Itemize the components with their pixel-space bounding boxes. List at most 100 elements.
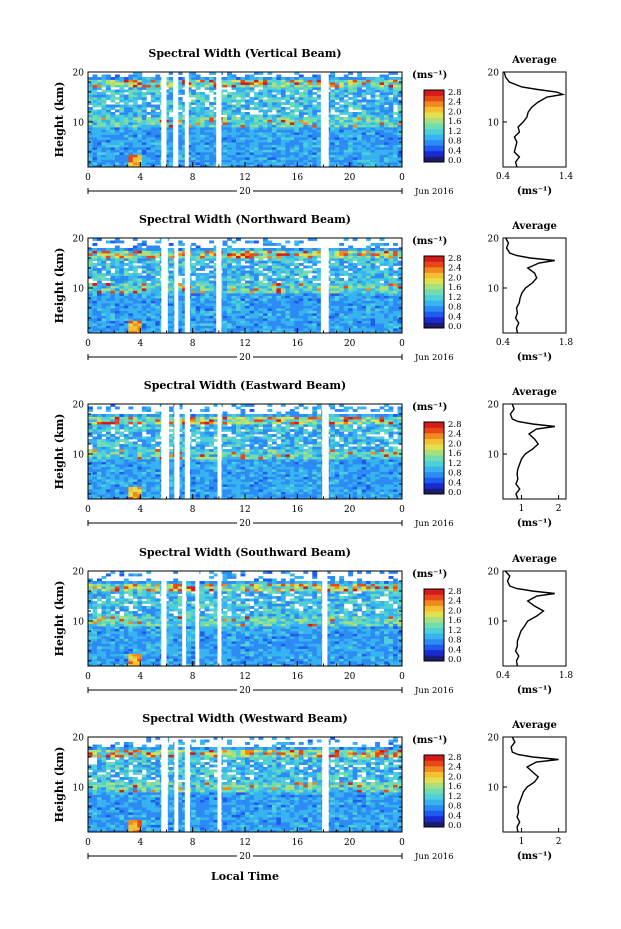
date-label-bg: [237, 851, 253, 860]
x-tick-label: 0: [85, 173, 91, 183]
colorbar-swatch: [424, 594, 444, 601]
date-label-bg: [237, 352, 253, 361]
x-tick-label: 4: [137, 173, 143, 183]
colorbar-swatch: [424, 649, 444, 656]
colorbar-swatch: [424, 755, 444, 761]
y-tick-label: 10: [73, 451, 85, 461]
x-tick-label: 4: [137, 339, 143, 349]
colorbar-swatch: [424, 455, 444, 462]
colorbar-swatch: [424, 95, 444, 102]
average-title: Average: [511, 554, 557, 565]
colorbar-swatch: [424, 449, 444, 456]
x-tick-label: 12: [239, 505, 250, 515]
colorbar-tick-label: 0.8: [448, 636, 462, 646]
data-gap-2: [174, 404, 180, 499]
average-profile-line: [503, 71, 566, 168]
colorbar-swatch: [424, 112, 444, 118]
colorbar-swatch: [424, 488, 444, 495]
colorbar-tick-label: 0.8: [448, 802, 462, 812]
date-label: 20: [239, 187, 251, 197]
x-tick-label: 20: [344, 339, 356, 349]
colorbar-swatch: [424, 272, 444, 279]
month-label: Jun 2016: [414, 187, 454, 197]
colorbar-tick-label: 1.6: [448, 117, 462, 127]
colorbar-swatch: [424, 477, 444, 484]
colorbar-tick-label: 1.6: [448, 616, 462, 626]
colorbar-tick-label: 2.8: [448, 587, 462, 597]
colorbar-swatch: [424, 123, 444, 130]
colorbar-tick-label: 2.8: [448, 254, 462, 264]
colorbar-swatch: [424, 117, 444, 124]
x-tick-label: 0: [85, 838, 91, 848]
colorbar-swatch: [424, 771, 444, 778]
month-label: Jun 2016: [414, 852, 454, 862]
x-tick-label: 16: [292, 505, 304, 515]
colorbar-swatch: [424, 627, 444, 634]
colorbar-tick-label: 1.6: [448, 449, 462, 459]
avg-y-tick-label: 10: [488, 618, 500, 628]
avg-x-tick-label: 2: [556, 504, 562, 514]
colorbar-tick-label: 0.8: [448, 469, 462, 479]
avg-y-tick-label: 10: [488, 784, 500, 794]
data-gap-2: [174, 737, 179, 832]
colorbar-frame: [423, 588, 445, 662]
colorbar-swatch: [424, 616, 444, 623]
x-tick-label: 0: [85, 505, 91, 515]
colorbar-tick-label: 2.0: [448, 606, 462, 616]
colorbar-tick-label: 2.4: [448, 763, 462, 773]
avg-y-tick-label: 20: [488, 235, 500, 245]
colorbar-unit: (ms⁻¹): [412, 569, 447, 580]
colorbar-tick-label: 1.2: [448, 626, 462, 636]
colorbar-frame: [423, 421, 445, 495]
x-tick-label: 16: [292, 339, 304, 349]
data-gap-4: [217, 571, 222, 666]
colorbar-swatch: [424, 622, 444, 629]
colorbar-swatch: [424, 305, 444, 312]
y-tick-label: 20: [73, 401, 85, 411]
panel-3: Spectral Width (Eastward Beam)1020Height…: [53, 379, 567, 529]
x-tick-label: 20: [344, 505, 356, 515]
y-axis-label: Height (km): [53, 248, 66, 324]
colorbar-tick-label: 0.0: [448, 488, 462, 498]
avg-x-tick-label: 0.4: [496, 338, 511, 348]
data-gap-1: [161, 737, 168, 832]
month-label: Jun 2016: [414, 519, 454, 529]
date-label: 20: [239, 353, 251, 363]
heatmap-cells: [88, 404, 403, 500]
colorbar-tick-label: 0.4: [448, 811, 462, 821]
heatmap-cells: [88, 238, 403, 334]
colorbar-swatch: [424, 460, 444, 467]
colorbar-swatch: [424, 793, 444, 800]
colorbar-swatch: [424, 283, 444, 290]
y-tick-label: 10: [73, 784, 85, 794]
colorbar-tick-label: 1.2: [448, 459, 462, 469]
colorbar-tick-label: 0.4: [448, 645, 462, 655]
colorbar-swatch: [424, 471, 444, 478]
avg-y-tick-label: 20: [488, 568, 500, 578]
avg-x-tick-label: 1.4: [559, 172, 574, 182]
panel-4: Spectral Width (Southward Beam) 10 20 Heigh…: [53, 546, 573, 696]
colorbar-swatch: [424, 589, 444, 595]
colorbar-swatch: [424, 804, 444, 811]
heatmap-cells: [88, 737, 403, 833]
x-tick-label: 0: [85, 672, 91, 682]
average-frame: [502, 237, 567, 334]
avg-y-tick-label: 20: [488, 734, 500, 744]
colorbar-swatch: [424, 322, 444, 329]
colorbar-swatch: [424, 289, 444, 296]
data-gap-1: [161, 571, 167, 666]
colorbar-swatch: [424, 482, 444, 489]
y-tick-label: 10: [73, 119, 85, 129]
y-tick-label: 20: [73, 568, 85, 578]
colorbar-swatch: [424, 106, 444, 113]
colorbar-tick-label: 2.4: [448, 98, 462, 108]
colorbar-swatch: [424, 644, 444, 651]
x-tick-label: 4: [137, 838, 143, 848]
y-axis-label: Height (km): [53, 581, 66, 657]
colorbar-tick-label: 2.0: [448, 273, 462, 283]
colorbar-unit: (ms⁻¹): [412, 70, 447, 81]
colorbar-swatch: [424, 810, 444, 817]
avg-x-tick-label: 0.4: [496, 172, 511, 182]
x-tick-label: 16: [292, 838, 304, 848]
